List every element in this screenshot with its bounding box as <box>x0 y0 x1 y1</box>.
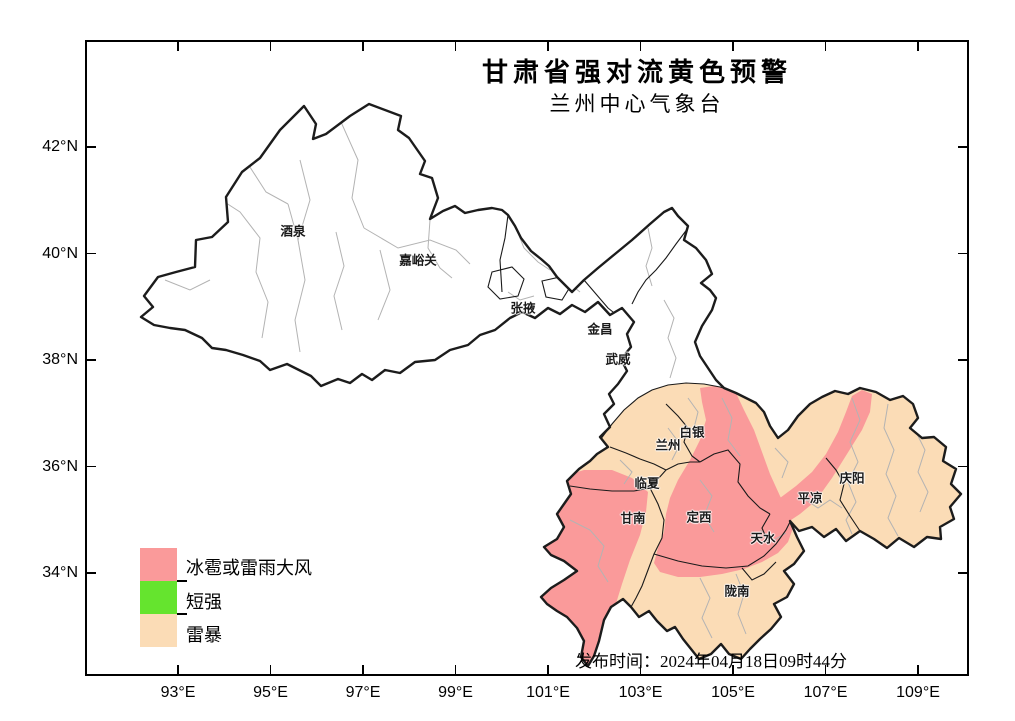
x-axis-label: 93°E <box>160 684 196 701</box>
axis-tick <box>87 359 96 361</box>
axis-tick <box>639 665 642 674</box>
y-axis-label: 34°N <box>42 564 78 581</box>
legend-tick <box>177 613 187 615</box>
page-subtitle: 兰州中心气象台 <box>549 92 725 116</box>
issue-time: 发布时间：2024年04月18日09时44分 <box>575 652 847 671</box>
axis-tick <box>547 665 549 674</box>
axis-tick <box>454 665 457 674</box>
legend-label-thunderstorm: 雷暴 <box>186 625 222 645</box>
map-label: 定西 <box>686 510 712 525</box>
map-label: 天水 <box>750 531 776 546</box>
map-label: 酒泉 <box>280 224 306 239</box>
axis-tick <box>454 42 457 51</box>
page-title: 甘肃省强对流黄色预警 <box>481 58 793 87</box>
map-label: 金昌 <box>587 322 613 337</box>
region-hail-pingliang-qingyang <box>766 390 872 528</box>
legend-tick <box>177 580 187 582</box>
axis-tick <box>362 42 364 51</box>
axis-tick <box>87 572 96 574</box>
axis-tick <box>917 42 919 51</box>
axis-tick <box>958 252 967 255</box>
axis-tick <box>917 665 919 674</box>
x-axis-label: 101°E <box>526 684 570 701</box>
axis-tick <box>177 665 179 674</box>
axis-tick <box>958 146 967 148</box>
map-label: 兰州 <box>655 438 681 453</box>
map-label: 陇南 <box>724 584 750 599</box>
axis-tick <box>824 42 827 51</box>
legend-swatch-thunderstorm <box>140 614 177 647</box>
x-axis-label: 105°E <box>711 684 755 701</box>
x-axis-label: 109°E <box>896 684 940 701</box>
y-axis-label: 42°N <box>42 138 78 155</box>
region-hail-central-band <box>654 386 793 577</box>
map-label: 武威 <box>605 352 631 367</box>
axis-tick <box>362 665 364 674</box>
map-label: 临夏 <box>634 476 660 491</box>
x-axis-label: 97°E <box>345 684 381 701</box>
axis-tick <box>269 42 272 51</box>
axis-tick <box>824 665 827 674</box>
y-axis-label: 36°N <box>42 457 78 475</box>
map-label: 平凉 <box>797 491 823 506</box>
legend-swatch-short-strong <box>140 581 177 614</box>
axis-tick <box>732 665 734 674</box>
map-label: 庆阳 <box>839 471 865 486</box>
x-axis-label: 103°E <box>618 684 663 701</box>
x-axis-label: 99°E <box>438 684 473 701</box>
map-label: 白银 <box>679 425 705 440</box>
legend-label-short-strong: 短强 <box>186 592 222 612</box>
plot-frame <box>85 40 969 676</box>
legend-swatch-hail-wind <box>140 548 177 581</box>
axis-tick <box>87 252 96 255</box>
axis-tick <box>269 665 272 674</box>
axis-tick <box>639 42 642 51</box>
map-label: 张掖 <box>510 301 536 316</box>
axis-tick <box>958 572 967 574</box>
map-label: 甘南 <box>620 511 646 526</box>
axis-tick <box>177 42 179 51</box>
map-label: 嘉峪关 <box>399 253 437 268</box>
y-axis-label: 40°N <box>42 244 78 262</box>
axis-tick <box>87 146 96 148</box>
axis-tick <box>732 42 734 51</box>
y-axis-label: 38°N <box>42 351 78 368</box>
x-axis-label: 95°E <box>253 684 288 701</box>
axis-tick <box>87 465 96 468</box>
axis-tick <box>958 359 967 361</box>
prefecture-boundaries <box>487 214 861 608</box>
province-outline <box>139 102 963 668</box>
axis-tick <box>958 465 967 468</box>
legend-label-hail-wind: 冰雹或雷雨大风 <box>186 558 312 578</box>
axis-tick <box>547 42 549 51</box>
x-axis-label: 107°E <box>803 684 848 701</box>
